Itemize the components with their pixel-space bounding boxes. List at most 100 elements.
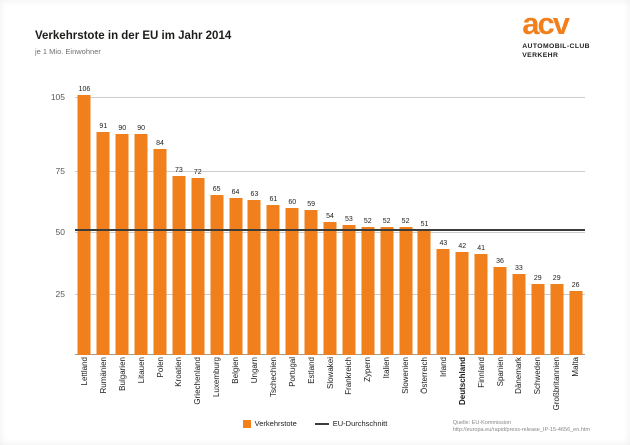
bar-series: 106 91 90 90 84 73 72 65 64 63 61 60 59 54 53 52 52 52 51 4… [75,85,585,355]
x-axis-label: Italien [382,357,392,379]
bar [210,195,224,355]
bar-column: 60 [283,85,302,355]
x-axis-cell: Griechenland [188,357,207,417]
bar-value-label: 63 [250,191,259,199]
x-axis-cell: Tschechien [264,357,283,417]
x-axis-cell: Bulgarien [113,357,132,417]
x-axis-label: Dänemark [514,357,524,394]
x-axis-cell: Luxemburg [207,357,226,417]
bar-value-label: 33 [515,265,523,272]
bar-value-label: 73 [174,166,183,174]
y-tick-label: 75 [55,165,65,176]
x-axis-label: Litauen [136,357,146,384]
legend-item-verkehrstote: Verkehrstote [242,419,297,428]
bar [285,207,299,355]
bar-value-label: 106 [78,85,91,93]
x-axis-label: Slowenien [401,357,411,394]
bar-column: 43 [434,85,453,355]
bar-value-label: 53 [345,215,353,223]
x-axis-label: Portugal [287,357,297,387]
bar-value-label: 51 [420,220,429,228]
source-line1: Quelle: EU-Kommission [452,420,512,426]
x-axis-cell: Irland [434,357,453,417]
bar-value-label: 42 [458,242,467,250]
legend-item-eu-durchschnitt: EU-Durchschnitt [314,419,388,428]
x-axis-label: Schweden [533,357,543,395]
y-tick-label: 105 [50,92,65,103]
x-axis-cell: Spanien [491,357,510,417]
bar-column: 65 [207,85,226,355]
bar-column: 52 [358,85,377,355]
x-axis-label: Deutschland [457,357,467,406]
x-axis-cell: Ungarn [245,357,264,417]
x-axis-cell: Litauen [132,357,151,417]
bar [493,266,507,355]
bar-column: 61 [264,85,283,355]
bar-column: 53 [339,85,358,355]
bar [304,210,318,355]
bar-column: 29 [547,85,566,355]
bar [172,175,186,355]
acv-logo: acv AUTOMOBIL-CLUB VERKEHR [522,8,590,60]
bar-value-label: 59 [307,201,316,209]
bar-value-label: 72 [193,169,202,177]
y-axis: 25 50 75 105 [30,85,70,355]
bar-column: 54 [321,85,340,355]
eu-average-line [75,228,585,231]
x-axis-label: Bulgarien [117,357,127,391]
x-axis-label: Kroatien [174,357,184,387]
x-axis-label: Luxemburg [212,357,222,398]
bar-column: 29 [528,85,547,355]
x-axis-cell: Österreich [415,357,434,417]
x-axis-cell: Dänemark [509,357,528,417]
bar-column: 64 [226,85,245,355]
bar [77,94,91,355]
source-line2: http://europa.eu/rapid/press-release_IP-… [452,427,590,433]
acv-logo-wordmark: acv [522,6,570,41]
bar [266,205,280,355]
bar-value-label: 26 [571,282,580,290]
x-axis-cell: Zypern [358,357,377,417]
chart-title: Verkehrstote in der EU im Jahr 2014 [35,30,232,42]
x-axis-cell: Estland [302,357,321,417]
bar-value-label: 41 [477,245,486,253]
x-axis-cell: Kroatien [169,357,188,417]
x-axis-label: Spanien [495,357,505,387]
gridline [75,97,585,99]
bar-value-label: 52 [363,218,372,226]
x-axis-cell: Italien [377,357,396,417]
bar [96,131,110,355]
legend-verkehrstote-label: Verkehrstote [254,419,297,428]
x-axis-label: Zypern [363,357,373,382]
x-axis-cell: Frankreich [339,357,358,417]
y-tick-label: 25 [55,288,65,299]
bar-column: 73 [169,85,188,355]
bar [399,227,413,355]
legend-eu-durchschnitt-line [314,422,329,425]
bar [550,283,564,355]
bar [323,222,337,355]
legend-eu-durchschnitt-label: EU-Durchschnitt [332,419,388,428]
bar-column: 84 [151,85,170,355]
bar-value-label: 54 [326,213,334,221]
bar [569,291,583,355]
x-axis-label: Estland [306,357,316,384]
bar-column: 36 [491,85,510,355]
x-axis-label: Finnland [476,357,486,388]
x-axis-label: Tschechien [268,357,278,398]
bar-column: 63 [245,85,264,355]
x-axis-label: Großbritannien [552,357,562,411]
chart-subtitle: je 1 Mio. Einwohner [35,47,101,56]
gridline [75,170,585,172]
x-axis-cell: Großbritannien [547,357,566,417]
bar-column: 52 [396,85,415,355]
bar-value-label: 84 [156,139,164,147]
acv-logo-line1: AUTOMOBIL-CLUB [522,43,590,50]
bar-column: 90 [132,85,151,355]
bar-value-label: 90 [118,125,127,133]
x-axis-label: Griechenland [193,357,203,405]
bar-column: 90 [113,85,132,355]
x-axis-cell: Slowenien [396,357,415,417]
bar-column: 26 [566,85,585,355]
bar-column: 42 [453,85,472,355]
